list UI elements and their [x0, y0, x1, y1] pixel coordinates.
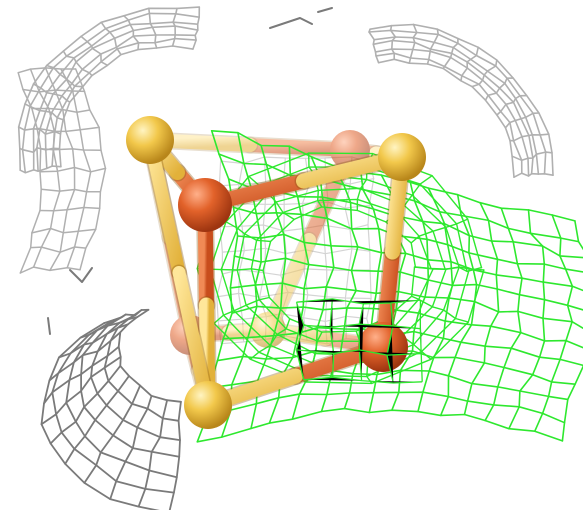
- mesh-line: [386, 302, 394, 384]
- green-density-mesh: [196, 130, 583, 443]
- mesh-line: [410, 218, 469, 244]
- mesh-line: [373, 36, 540, 175]
- mesh-line: [375, 52, 523, 174]
- iron-atom-bottom-right: [358, 322, 408, 372]
- mesh-line: [296, 298, 421, 305]
- mesh-line: [58, 45, 194, 168]
- mesh-line: [227, 178, 583, 259]
- mesh-line: [192, 6, 201, 50]
- mesh-line: [17, 71, 42, 274]
- mesh-line: [80, 313, 181, 458]
- mesh-line: [377, 58, 515, 178]
- bond-fe-s-back: [141, 131, 359, 159]
- mesh-line: [60, 68, 92, 269]
- mesh-line: [39, 166, 107, 173]
- grey-mesh-fragments: [47, 7, 333, 335]
- mesh-line: [295, 302, 305, 380]
- mesh-line: [329, 298, 335, 378]
- mesh-line: [21, 12, 200, 174]
- mesh-line: [368, 28, 380, 64]
- green-mesh-main: [196, 130, 583, 443]
- mesh-line: [232, 206, 583, 273]
- mesh-line: [411, 295, 469, 323]
- grey-mesh-top-right: [368, 23, 554, 178]
- mesh-line: [51, 319, 175, 494]
- sulfur-atom-top-right: [378, 133, 426, 181]
- mesh-line: [217, 313, 368, 322]
- mesh-line: [17, 6, 201, 171]
- mesh-line: [269, 7, 333, 29]
- mesh-line: [196, 407, 564, 443]
- mesh-line: [40, 188, 102, 193]
- iron-atom-front: [178, 178, 232, 232]
- grey-mesh-left-side: [17, 67, 107, 274]
- fe4s4-cluster: [126, 116, 426, 429]
- mesh-line: [303, 323, 421, 330]
- green-mesh-front-strands: [295, 298, 423, 384]
- mesh-line: [249, 318, 291, 360]
- mesh-line: [103, 309, 180, 422]
- mesh-line: [219, 224, 369, 232]
- mesh-line: [296, 349, 422, 356]
- mesh-line: [513, 172, 554, 178]
- mesh-line: [65, 316, 178, 479]
- mesh-line: [39, 206, 101, 212]
- mesh-line: [40, 322, 160, 510]
- sulfur-atom-top-left: [126, 116, 174, 164]
- mesh-line: [90, 314, 181, 441]
- mesh-line: [29, 246, 87, 253]
- mesh-line: [206, 391, 566, 424]
- mesh-line: [303, 376, 423, 384]
- mesh-line: [47, 317, 51, 335]
- mesh-line: [213, 296, 270, 325]
- sulfur-atom-bottom-left: [184, 381, 232, 429]
- mesh-line: [32, 21, 199, 171]
- mesh-line: [216, 291, 372, 300]
- mesh-line: [358, 303, 365, 381]
- mesh-line: [39, 147, 102, 152]
- mesh-line: [69, 267, 93, 283]
- mesh-line: [22, 88, 86, 93]
- mesh-line: [374, 48, 530, 177]
- mesh-line: [262, 206, 417, 333]
- mesh-line: [372, 39, 534, 175]
- grey-mesh-bottom-left: [40, 308, 182, 510]
- mesh-line: [236, 233, 583, 292]
- mesh-line: [44, 34, 196, 170]
- mesh-line: [561, 220, 583, 442]
- mesh-line: [369, 23, 554, 176]
- mesh-line: [419, 300, 423, 382]
- mesh-line: [386, 316, 432, 360]
- mesh-line: [368, 29, 547, 175]
- mesh-line: [29, 68, 61, 268]
- grey-mesh-top-left: [17, 6, 201, 174]
- mesh-line: [44, 67, 76, 272]
- mesh-line: [117, 308, 182, 403]
- mesh-line: [74, 68, 107, 271]
